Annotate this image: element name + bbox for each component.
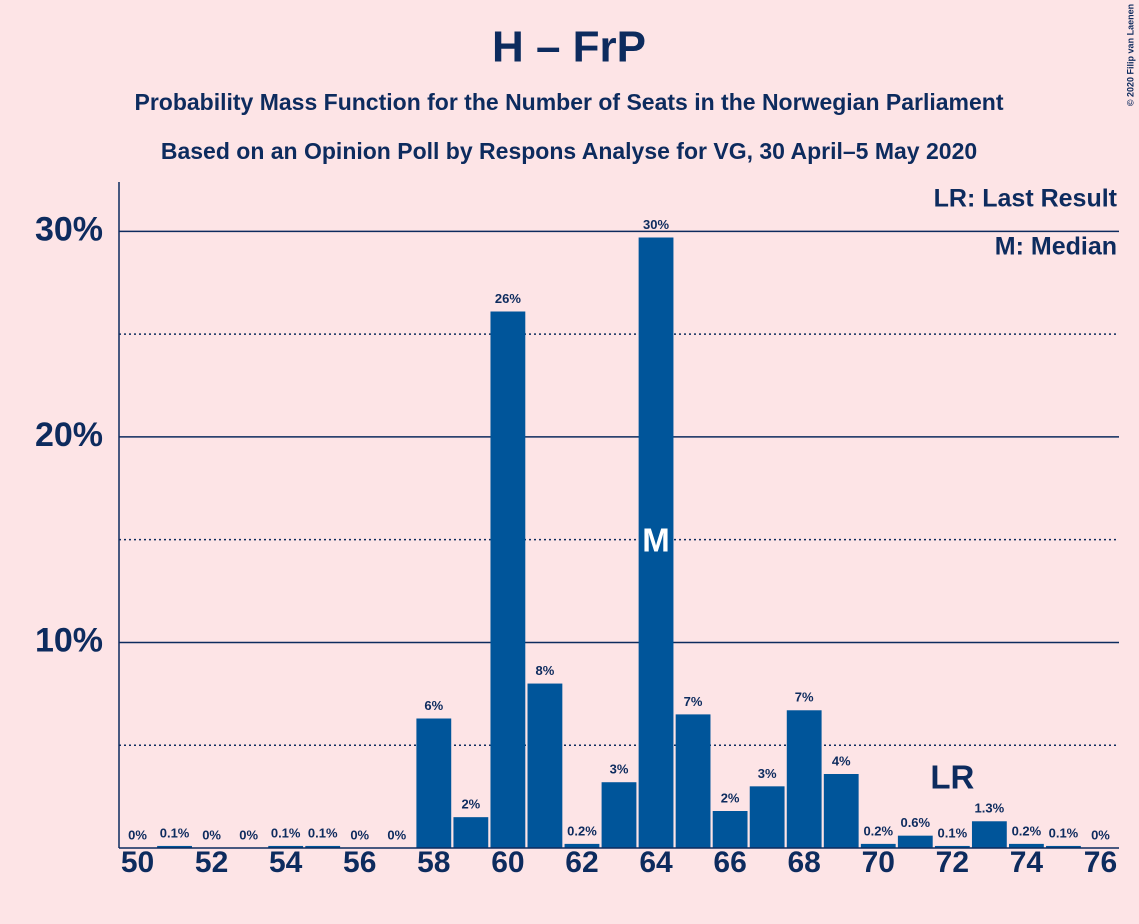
x-tick-label: 66	[713, 846, 746, 879]
legend-entry: LR: Last Result	[934, 185, 1118, 213]
x-tick-label: 74	[1010, 846, 1044, 879]
value-label: 0.1%	[271, 825, 301, 840]
credit: © 2020 Filip van Laenen	[1125, 4, 1135, 106]
value-label: 0.2%	[567, 823, 597, 838]
value-label: 0.1%	[160, 825, 190, 840]
bar	[897, 835, 933, 848]
x-tick-label: 58	[417, 846, 450, 879]
legend-entry: M: Median	[995, 233, 1117, 261]
value-label: 0.1%	[1049, 825, 1079, 840]
bar	[675, 714, 711, 848]
value-label: 3%	[610, 762, 629, 777]
x-tick-label: 52	[195, 846, 228, 879]
value-label: 7%	[795, 690, 814, 705]
bar	[564, 843, 600, 848]
bar	[601, 782, 637, 848]
x-tick-label: 56	[343, 846, 376, 879]
value-label: 8%	[536, 663, 555, 678]
bar	[1046, 845, 1081, 848]
bar	[1009, 843, 1044, 848]
bar	[305, 845, 341, 848]
x-tick-label: 64	[639, 846, 673, 879]
bar	[971, 821, 1007, 848]
bar	[527, 683, 563, 848]
bar	[934, 845, 970, 848]
value-label: 0%	[387, 827, 406, 842]
x-tick-label: 62	[565, 846, 598, 879]
bar	[860, 843, 896, 848]
value-label: 26%	[495, 291, 521, 306]
value-label: 2%	[721, 790, 740, 805]
bar	[786, 710, 822, 848]
annotation: M	[642, 521, 670, 558]
value-label: 7%	[684, 694, 703, 709]
bar	[453, 817, 489, 848]
x-tick-label: 54	[269, 846, 303, 879]
chart-title: H – FrP	[492, 23, 646, 72]
value-label: 0.6%	[900, 815, 930, 830]
y-tick-label: 30%	[35, 210, 103, 248]
y-tick-label: 20%	[35, 416, 103, 454]
annotation: LR	[930, 759, 974, 796]
x-tick-label: 60	[491, 846, 524, 879]
bar	[749, 786, 785, 848]
value-label: 0%	[350, 827, 369, 842]
x-tick-label: 70	[862, 846, 895, 879]
value-label: 0.1%	[938, 825, 968, 840]
value-label: 0.2%	[1012, 823, 1042, 838]
x-tick-label: 72	[936, 846, 969, 879]
value-label: 0.1%	[308, 825, 338, 840]
value-label: 4%	[832, 753, 851, 768]
value-label: 0%	[1091, 827, 1110, 842]
value-label: 0%	[202, 827, 221, 842]
bar	[823, 774, 859, 848]
value-label: 1.3%	[975, 801, 1005, 816]
bar	[712, 811, 748, 848]
y-tick-label: 10%	[35, 621, 103, 659]
bar	[268, 845, 304, 848]
value-label: 30%	[643, 217, 669, 232]
bar	[490, 311, 526, 848]
x-tick-label: 68	[787, 846, 820, 879]
value-label: 0%	[239, 827, 258, 842]
subtitle: Based on an Opinion Poll by Respons Anal…	[161, 138, 977, 164]
value-label: 0.2%	[863, 823, 893, 838]
subtitle: Probability Mass Function for the Number…	[134, 89, 1003, 115]
bar	[638, 237, 674, 848]
value-label: 3%	[758, 766, 777, 781]
value-label: 2%	[461, 797, 480, 812]
x-tick-label: 50	[121, 846, 154, 879]
bar	[157, 845, 192, 848]
value-label: 0%	[128, 827, 147, 842]
value-label: 6%	[424, 698, 443, 713]
bar	[416, 718, 452, 848]
x-tick-label: 76	[1084, 846, 1117, 879]
